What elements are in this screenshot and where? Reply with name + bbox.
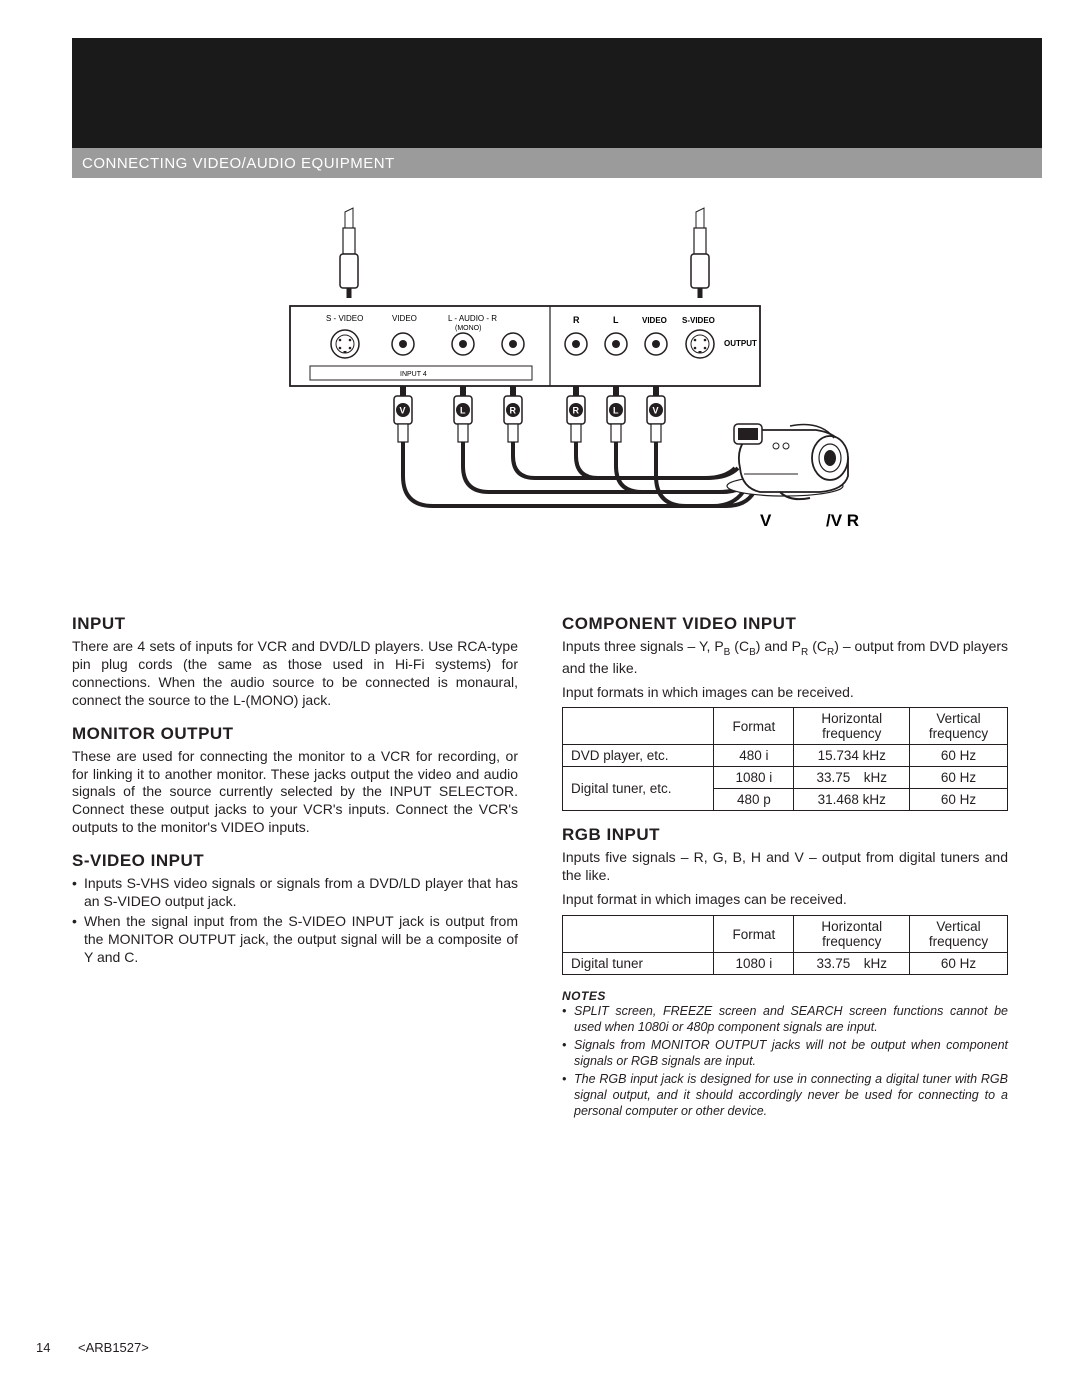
- td: 60 Hz: [910, 767, 1008, 789]
- list-item: When the signal input from the S-VIDEO I…: [72, 913, 518, 967]
- plug-video-in-bottom: V: [394, 386, 412, 442]
- list-svideo: Inputs S-VHS video signals or signals fr…: [72, 875, 518, 967]
- heading-svideo-input: S-VIDEO INPUT: [72, 851, 518, 871]
- td: 33.75 kHz: [794, 953, 910, 975]
- svg-text:V: V: [653, 406, 659, 416]
- jack-svideo-in: [331, 330, 359, 358]
- table-row: Digital tuner 1080 i 33.75 kHz 60 Hz: [563, 953, 1008, 975]
- label-video: VIDEO: [392, 314, 417, 323]
- th: [563, 708, 714, 745]
- component-table: Format Horizontal frequency Vertical fre…: [562, 707, 1008, 811]
- camcorder-icon: [727, 424, 848, 499]
- svg-text:L: L: [460, 406, 466, 416]
- label-video2: VIDEO: [642, 316, 667, 325]
- label-output: OUTPUT: [724, 339, 757, 348]
- td: 480 i: [714, 745, 794, 767]
- label-svideo: S - VIDEO: [326, 314, 363, 323]
- diagram-svg: S - VIDEO VIDEO L - AUDIO - R (MONO): [210, 206, 870, 576]
- jack-svideo-out: [686, 330, 714, 358]
- plug-audio-r-out-bottom: R: [567, 386, 585, 442]
- label-svideo2: S-VIDEO: [682, 316, 715, 325]
- plug-audio-r-in-bottom: R: [504, 386, 522, 442]
- para-monitor-output: These are used for connecting the monito…: [72, 748, 518, 838]
- svg-text:L: L: [613, 406, 619, 416]
- plug-audio-l-in-bottom: L: [454, 386, 472, 442]
- heading-notes: NOTES: [562, 989, 1008, 1003]
- td: 1080 i: [714, 767, 794, 789]
- td: 60 Hz: [910, 745, 1008, 767]
- label-l: L: [613, 315, 619, 325]
- td: 31.468 kHz: [794, 789, 910, 811]
- td: Digital tuner, etc.: [563, 767, 714, 811]
- th: Horizontal frequency: [794, 916, 910, 953]
- th: Vertical frequency: [910, 708, 1008, 745]
- th: Format: [714, 916, 794, 953]
- heading-rgb-input: RGB INPUT: [562, 825, 1008, 845]
- plug-right-top: [691, 208, 709, 298]
- para-comp-intro: Input formats in which images can be rec…: [562, 684, 1008, 702]
- connection-diagram: S - VIDEO VIDEO L - AUDIO - R (MONO): [72, 198, 1008, 600]
- cables: [403, 442, 754, 506]
- th: Format: [714, 708, 794, 745]
- doc-id: <ARB1527>: [78, 1340, 149, 1355]
- rgb-table: Format Horizontal frequency Vertical fre…: [562, 915, 1008, 975]
- table-row: Digital tuner, etc. 1080 i 33.75 kHz 60 …: [563, 767, 1008, 789]
- heading-input: INPUT: [72, 614, 518, 634]
- list-item: Inputs S-VHS video signals or signals fr…: [72, 875, 518, 911]
- left-column: INPUT There are 4 sets of inputs for VCR…: [72, 600, 518, 1121]
- para-rgb: Inputs five signals – R, G, B, H and V –…: [562, 849, 1008, 885]
- right-column: COMPONENT VIDEO INPUT Inputs three signa…: [562, 600, 1008, 1121]
- svg-text:V: V: [400, 406, 406, 416]
- list-item: Signals from MONITOR OUTPUT jacks will n…: [562, 1037, 1008, 1069]
- svg-text:R: R: [573, 406, 580, 416]
- list-item: SPLIT screen, FREEZE screen and SEARCH s…: [562, 1003, 1008, 1035]
- para-component-video: Inputs three signals – Y, PB (CB) and PR…: [562, 638, 1008, 678]
- td: 33.75 kHz: [794, 767, 910, 789]
- content-area: S - VIDEO VIDEO L - AUDIO - R (MONO): [72, 198, 1008, 1337]
- camcorder-label-left: V: [760, 511, 772, 530]
- table-row: Format Horizontal frequency Vertical fre…: [563, 708, 1008, 745]
- td: 480 p: [714, 789, 794, 811]
- th: [563, 916, 714, 953]
- section-title: CONNECTING VIDEO/AUDIO EQUIPMENT: [82, 155, 395, 172]
- label-mono: (MONO): [455, 325, 481, 332]
- label-laudio: L - AUDIO - R: [448, 314, 497, 323]
- label-input4: INPUT 4: [400, 371, 427, 378]
- td: 15.734 kHz: [794, 745, 910, 767]
- heading-monitor-output: MONITOR OUTPUT: [72, 724, 518, 744]
- list-item: The RGB input jack is designed for use i…: [562, 1071, 1008, 1119]
- two-columns: INPUT There are 4 sets of inputs for VCR…: [72, 600, 1008, 1121]
- label-r: R: [573, 315, 580, 325]
- td: 60 Hz: [910, 953, 1008, 975]
- table-row: DVD player, etc. 480 i 15.734 kHz 60 Hz: [563, 745, 1008, 767]
- td: DVD player, etc.: [563, 745, 714, 767]
- camcorder-label-right: /V R: [826, 511, 859, 530]
- td: Digital tuner: [563, 953, 714, 975]
- th: Vertical frequency: [910, 916, 1008, 953]
- plug-left-top: [340, 208, 358, 298]
- section-grey-band: CONNECTING VIDEO/AUDIO EQUIPMENT: [72, 148, 1042, 178]
- para-input: There are 4 sets of inputs for VCR and D…: [72, 638, 518, 710]
- table-row: Format Horizontal frequency Vertical fre…: [563, 916, 1008, 953]
- para-rgb-intro: Input format in which images can be rece…: [562, 891, 1008, 909]
- heading-component-video: COMPONENT VIDEO INPUT: [562, 614, 1008, 634]
- td: 1080 i: [714, 953, 794, 975]
- plug-video-out-bottom: V: [647, 386, 665, 442]
- svg-text:R: R: [510, 406, 517, 416]
- page: CONNECTING VIDEO/AUDIO EQUIPMENT: [0, 0, 1080, 1397]
- td: 60 Hz: [910, 789, 1008, 811]
- th: Horizontal frequency: [794, 708, 910, 745]
- plug-audio-l-out-bottom: L: [607, 386, 625, 442]
- page-number: 14: [36, 1340, 50, 1355]
- notes-list: SPLIT screen, FREEZE screen and SEARCH s…: [562, 1003, 1008, 1119]
